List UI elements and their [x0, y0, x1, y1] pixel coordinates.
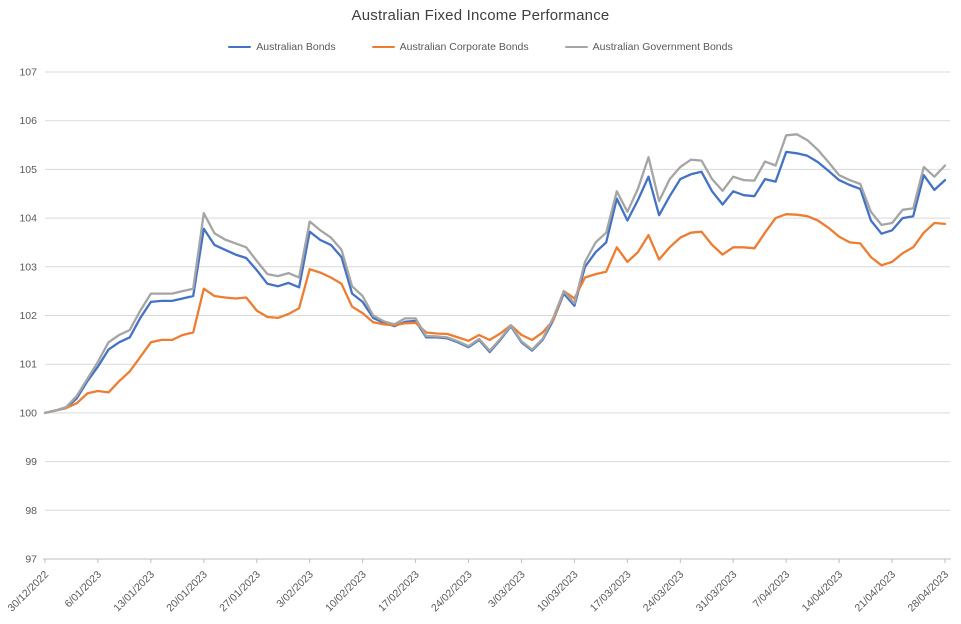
y-axis-tick-label: 102	[19, 310, 37, 322]
x-axis-tick-label: 30/12/2022	[5, 569, 51, 615]
series-line-australian-corporate-bonds	[43, 213, 947, 415]
x-axis-tick-label: 24/02/2023	[429, 569, 475, 615]
x-axis-tick-label: 31/03/2023	[694, 569, 740, 615]
legend-item-australian-corporate-bonds: Australian Corporate Bonds	[371, 41, 529, 53]
y-axis-tick-label: 103	[19, 261, 37, 273]
x-axis-tick-label: 27/01/2023	[217, 569, 263, 615]
y-axis-tick-label: 100	[19, 407, 37, 419]
x-axis-tick-label: 13/01/2023	[111, 569, 157, 615]
y-axis-tick-label: 107	[19, 67, 37, 79]
x-axis-tick-label: 24/03/2023	[641, 569, 687, 615]
legend-line-icon	[371, 45, 395, 49]
x-axis-tick-label: 20/01/2023	[164, 569, 210, 615]
y-axis-tick-label: 97	[25, 554, 37, 566]
x-axis-tick-label: 7/04/2023	[751, 569, 793, 611]
x-axis-tick-label: 3/03/2023	[486, 569, 528, 611]
x-axis-tick-label: 14/04/2023	[800, 569, 846, 615]
legend-item-australian-government-bonds: Australian Government Bonds	[564, 41, 733, 53]
legend-label: Australian Bonds	[256, 41, 336, 53]
y-axis-tick-label: 98	[25, 505, 37, 517]
series-line-australian-government-bonds	[43, 133, 947, 415]
x-axis-tick-label: 17/02/2023	[376, 569, 422, 615]
x-axis-tick-label: 3/02/2023	[274, 569, 316, 611]
legend-label: Australian Government Bonds	[592, 41, 733, 53]
x-axis-tick-label: 10/02/2023	[323, 569, 369, 615]
legend-item-australian-bonds: Australian Bonds	[228, 41, 336, 53]
x-axis-tick-label: 17/03/2023	[588, 569, 634, 615]
x-axis-tick-label: 6/01/2023	[63, 569, 105, 611]
legend-label: Australian Corporate Bonds	[399, 41, 529, 53]
y-axis-tick-label: 106	[19, 115, 37, 127]
chart-title: Australian Fixed Income Performance	[351, 7, 610, 24]
series-line-australian-bonds	[43, 150, 947, 415]
y-axis-tick-label: 99	[25, 456, 37, 468]
y-axis-tick-label: 104	[19, 213, 37, 225]
x-axis-tick-label: 10/03/2023	[535, 569, 581, 615]
x-axis-tick-label: 28/04/2023	[905, 569, 951, 615]
legend-line-icon	[564, 45, 588, 49]
y-axis-tick-label: 101	[19, 359, 37, 371]
legend-line-icon	[228, 45, 252, 49]
x-axis-tick-label: 21/04/2023	[853, 569, 899, 615]
y-axis-tick-label: 105	[19, 164, 37, 176]
chart-legend: Australian Bonds Australian Corporate Bo…	[0, 41, 961, 53]
